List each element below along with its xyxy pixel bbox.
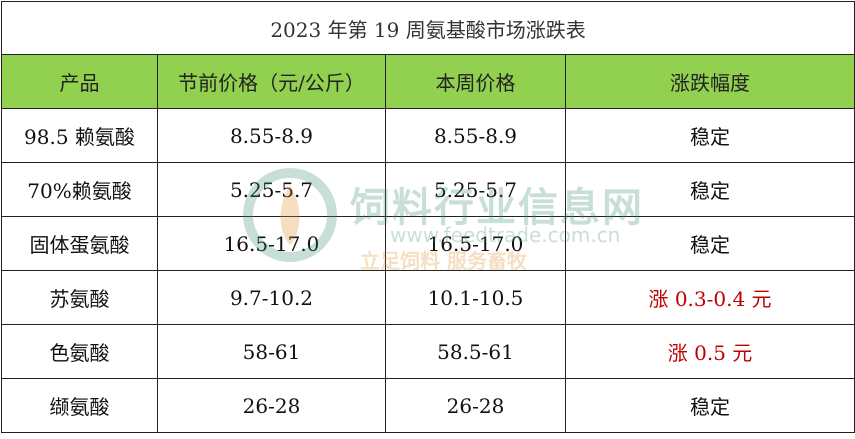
table-cell: 16.5-17.0 bbox=[385, 216, 566, 271]
header-cell: 本周价格 bbox=[385, 54, 566, 109]
table-cell: 稳定 bbox=[564, 108, 855, 163]
title-row: 2023 年第 19 周氨基酸市场涨跌表 bbox=[0, 1, 855, 55]
table-cell: 稳定 bbox=[564, 216, 855, 271]
table-cell: 9.7-10.2 bbox=[157, 270, 386, 325]
table-cell: 26-28 bbox=[157, 378, 386, 433]
table-row: 色氨酸 58-61 58.5-61 涨 0.5 元 bbox=[1, 324, 855, 379]
header-cell: 产品 bbox=[1, 54, 158, 109]
table-cell: 98.5 赖氨酸 bbox=[1, 108, 158, 163]
table-cell: 5.25-5.7 bbox=[157, 162, 386, 217]
table-cell: 涨 0.3-0.4 元 bbox=[564, 270, 855, 325]
table-cell: 58-61 bbox=[157, 324, 386, 379]
table-cell: 5.25-5.7 bbox=[385, 162, 566, 217]
table-cell: 苏氨酸 bbox=[1, 270, 158, 325]
table-cell: 58.5-61 bbox=[385, 324, 566, 379]
table-cell: 8.55-8.9 bbox=[385, 108, 566, 163]
table-row: 98.5 赖氨酸 8.55-8.9 8.55-8.9 稳定 bbox=[1, 108, 855, 163]
table-row: 固体蛋氨酸 16.5-17.0 16.5-17.0 稳定 bbox=[1, 216, 855, 271]
table-cell: 26-28 bbox=[385, 378, 566, 433]
table-row: 70%赖氨酸 5.25-5.7 5.25-5.7 稳定 bbox=[1, 162, 855, 217]
table-row: 缬氨酸 26-28 26-28 稳定 bbox=[1, 378, 855, 433]
table-title: 2023 年第 19 周氨基酸市场涨跌表 bbox=[0, 1, 855, 55]
table-row: 苏氨酸 9.7-10.2 10.1-10.5 涨 0.3-0.4 元 bbox=[1, 270, 855, 325]
table-cell: 固体蛋氨酸 bbox=[1, 216, 158, 271]
header-cell: 节前价格（元/公斤） bbox=[157, 54, 386, 109]
table-cell: 10.1-10.5 bbox=[385, 270, 566, 325]
header-row: 产品 节前价格（元/公斤） 本周价格 涨跌幅度 bbox=[1, 54, 855, 109]
header-cell: 涨跌幅度 bbox=[564, 54, 855, 109]
table-cell: 16.5-17.0 bbox=[157, 216, 386, 271]
table-cell: 缬氨酸 bbox=[1, 378, 158, 433]
table-cell: 色氨酸 bbox=[1, 324, 158, 379]
table-cell: 稳定 bbox=[564, 162, 855, 217]
table-cell: 涨 0.5 元 bbox=[564, 324, 855, 379]
table-cell: 稳定 bbox=[564, 378, 855, 433]
table-cell: 8.55-8.9 bbox=[157, 108, 386, 163]
table-cell: 70%赖氨酸 bbox=[1, 162, 158, 217]
